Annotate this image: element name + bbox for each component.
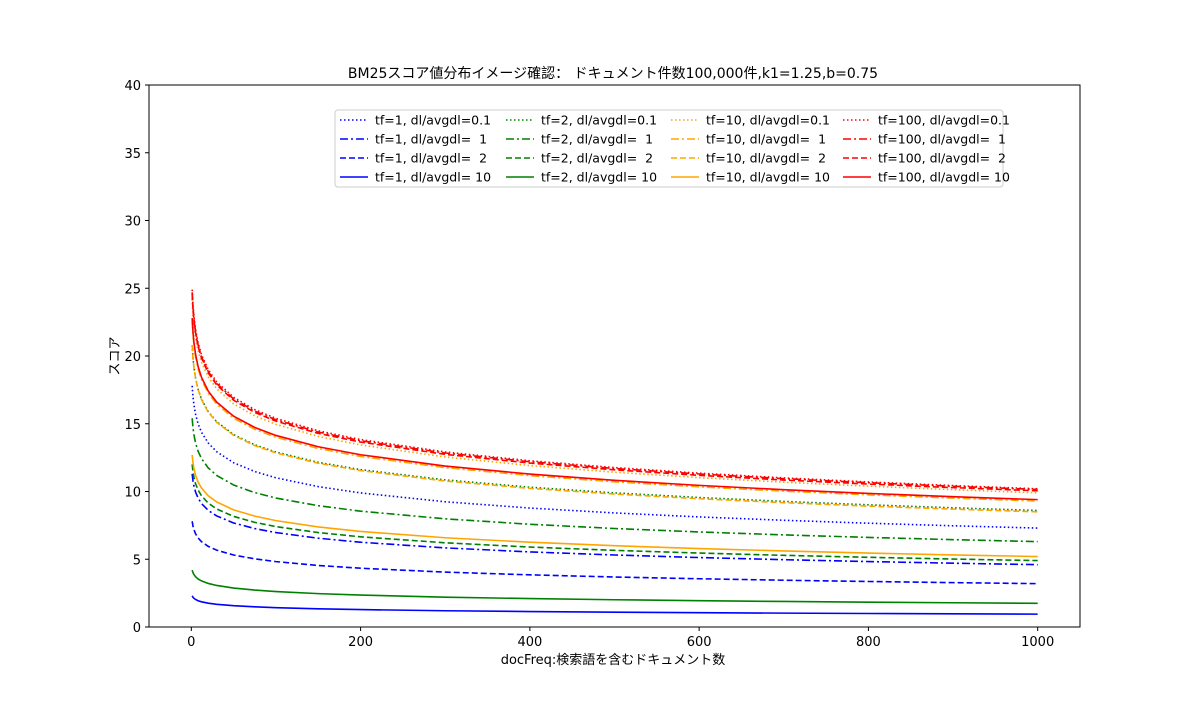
legend-label: tf=1, dl/avgdl= 10 — [375, 170, 491, 185]
legend-label: tf=10, dl/avgdl= 2 — [706, 151, 826, 166]
x-tick-label: 0 — [187, 635, 195, 650]
x-tick-label: 800 — [856, 635, 881, 650]
x-tick-label: 1000 — [1021, 635, 1054, 650]
series-line — [191, 318, 1038, 501]
series-line — [191, 289, 1038, 490]
legend-label: tf=2, dl/avgdl= 10 — [541, 170, 657, 185]
series-line — [191, 454, 1038, 558]
legend-label: tf=100, dl/avgdl= 10 — [878, 170, 1010, 185]
x-tick-label: 200 — [348, 635, 373, 650]
series-line — [191, 345, 1038, 513]
x-tick-label: 400 — [517, 635, 542, 650]
legend-label: tf=10, dl/avgdl= 1 — [706, 132, 826, 147]
y-tick-label: 10 — [124, 486, 141, 501]
series-line — [191, 292, 1038, 491]
legend-label: tf=100, dl/avgdl= 1 — [878, 132, 1006, 147]
series-line — [191, 595, 1038, 615]
legend-label: tf=100, dl/avgdl= 2 — [878, 151, 1006, 166]
legend-label: tf=2, dl/avgdl= 2 — [541, 151, 653, 166]
legend-box — [334, 109, 1004, 188]
legend-label: tf=2, dl/avgdl= 1 — [541, 132, 653, 147]
y-tick-label: 20 — [124, 350, 141, 365]
legend-label: tf=10, dl/avgdl= 10 — [706, 170, 830, 185]
legend-label: tf=10, dl/avgdl=0.1 — [706, 113, 830, 128]
y-tick-label: 30 — [124, 215, 141, 230]
legend-label: tf=1, dl/avgdl= 1 — [375, 132, 487, 147]
series-line — [191, 464, 1038, 562]
legend-label: tf=2, dl/avgdl=0.1 — [541, 113, 657, 128]
y-tick-label: 35 — [124, 147, 141, 162]
series-line — [191, 569, 1038, 605]
legend-label: tf=1, dl/avgdl=0.1 — [375, 113, 491, 128]
series-line — [191, 299, 1038, 494]
y-tick-label: 25 — [124, 282, 141, 297]
legend-label: tf=100, dl/avgdl=0.1 — [878, 113, 1010, 128]
y-axis-label: スコア — [108, 336, 123, 375]
y-tick-label: 0 — [133, 621, 141, 636]
series-line — [191, 418, 1038, 543]
chart-title: BM25スコア値分布イメージ確認： ドキュメント件数100,000件,k1=1.… — [348, 66, 878, 82]
series-line — [191, 385, 1038, 529]
series-lines — [191, 289, 1038, 615]
legend: tf=1, dl/avgdl=0.1 tf=1, dl/avgdl= 1 tf=1,… — [334, 109, 1010, 188]
y-tick-label: 40 — [124, 79, 141, 94]
y-tick-label: 5 — [133, 553, 141, 568]
y-axis: 0 5 10 15 20 25 30 35 40 — [124, 79, 149, 636]
series-line — [191, 521, 1038, 585]
y-tick-label: 15 — [124, 418, 141, 433]
series-line — [191, 473, 1038, 566]
legend-label: tf=1, dl/avgdl= 2 — [375, 151, 487, 166]
x-axis: 0 200 400 600 800 1000 — [187, 627, 1054, 650]
x-tick-label: 600 — [687, 635, 712, 650]
series-line — [191, 293, 1038, 492]
series-line — [191, 320, 1038, 502]
x-axis-label: docFreq:検索語を含むドキュメント数 — [501, 652, 726, 668]
